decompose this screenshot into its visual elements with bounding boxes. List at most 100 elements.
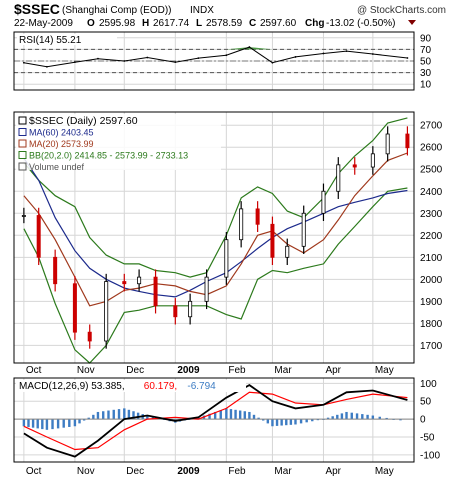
price-candle (36, 215, 41, 258)
macd-histogram-bar (266, 419, 270, 424)
date-tick-label: Nov (77, 365, 95, 376)
macd-histogram-bar (213, 411, 217, 420)
rsi-point (271, 61, 274, 64)
macd-panel: 100 50 0 -50 -100 MACD(12,26,9) 53.385, 60.179… (13, 377, 440, 463)
macd-histogram-bar (22, 419, 26, 427)
legend-entry: Volume undef (29, 162, 85, 172)
low-label: L (196, 18, 202, 29)
rsi-overbought-fill (249, 47, 273, 50)
date-tick-label: Oct (26, 466, 42, 477)
rsi-point (174, 61, 177, 64)
macd-histogram-bar (78, 419, 81, 424)
panel-frame (13, 377, 415, 463)
date-axis-bottom: Oct Nov Dec 2009 Feb Mar Apr May (26, 466, 394, 477)
macd-histogram-bar (31, 419, 35, 428)
macd-histogram-bar (73, 419, 77, 427)
macd-histogram-bar (316, 419, 320, 421)
legend-entry: BB(20,2.0) 2414.85 - 2573.99 - 2733.13 (29, 151, 188, 161)
macd-histogram-bar (45, 419, 49, 430)
price-candle (370, 153, 375, 168)
price-tick-label: 2200 (420, 231, 443, 242)
rsi-point (225, 54, 228, 57)
macd-histogram-bar (275, 419, 279, 426)
macd-histogram-bar (326, 417, 330, 420)
price-candle (321, 190, 326, 214)
date-tick-label: Mar (274, 466, 292, 477)
macd-histogram-bar (127, 409, 131, 420)
legend-swatch (18, 139, 27, 148)
macd-histogram-bar (294, 419, 297, 425)
macd-histogram-bar (280, 419, 283, 426)
macd-histogram-bar (355, 413, 359, 420)
macd-tick-label: 100 (420, 379, 437, 390)
price-candle (336, 164, 341, 192)
macd-histogram-bar (285, 419, 288, 426)
price-candle (122, 281, 127, 285)
macd-histogram-bar (243, 411, 246, 420)
macd-tick-label: 0 (420, 415, 426, 426)
macd-histogram-bar (378, 416, 381, 420)
open-label: O (87, 18, 95, 29)
chg-value: -13.02 (-0.50%) (326, 18, 395, 29)
panel-frame (13, 111, 415, 364)
price-tick-label: 1700 (420, 341, 443, 352)
macd-histogram-bar (87, 417, 90, 420)
legend-entry: MA(20) 2573.99 (29, 139, 94, 149)
high-label: H (142, 18, 149, 29)
bb-lower-line (23, 187, 408, 364)
macd-histogram-bar (102, 411, 105, 420)
macd-histogram-bar (117, 409, 121, 420)
exchange-label: INDX (190, 5, 214, 16)
bb-upper-line (23, 117, 408, 278)
macd-histogram-bar (271, 419, 274, 427)
date-tick-label: May (375, 466, 394, 477)
rsi-point (406, 57, 409, 59)
rsi-tick-label: 50 (420, 57, 432, 68)
price-candle (301, 212, 306, 247)
macd-histogram-bar (399, 419, 402, 421)
macd-histogram-bar (234, 409, 237, 420)
legend-entry: MA(60) 2403.45 (29, 128, 94, 138)
high-value: 2617.74 (153, 18, 190, 29)
macd-histogram-bar (107, 410, 110, 420)
macd-histogram-bar (311, 419, 314, 422)
macd-histogram-bar (257, 417, 260, 420)
price-candle (385, 133, 390, 155)
macd-histogram-bar (262, 419, 265, 421)
macd-histogram-bar (248, 411, 251, 420)
rsi-point (123, 60, 126, 62)
price-tick-label: 2000 (420, 275, 443, 286)
macd-histogram-bar (238, 410, 242, 420)
watermark: @ StockCharts.com (357, 5, 446, 16)
price-candle (405, 133, 410, 149)
macd-histogram-bar (68, 419, 71, 427)
macd-histogram-bar (62, 419, 65, 428)
price-tick-label: 2600 (420, 143, 443, 154)
rsi-point (248, 46, 251, 48)
macd-histogram-bar (27, 419, 30, 427)
rsi-tick-label: 90 (420, 33, 432, 44)
macd-histogram-bar (350, 412, 353, 420)
macd-legend-entry: MACD(12,26,9) 53.385, (19, 381, 125, 392)
rsi-point (371, 53, 374, 55)
rsi-point (146, 56, 149, 59)
macd-histogram-bar (56, 419, 60, 429)
low-value: 2578.59 (206, 18, 243, 29)
macd-histogram-bar (51, 419, 54, 430)
price-panel: 2700 2600 2500 2400 2300 2200 2100 2000 1900 1800… (13, 111, 443, 364)
price-candle (173, 305, 178, 318)
macd-legend: MACD(12,26,9) 53.385, 60.179, -6.794 (16, 380, 246, 392)
price-candle (270, 223, 275, 258)
chg-down-arrow-icon (408, 20, 416, 25)
price-legend-bg (16, 114, 221, 170)
price-candle (53, 256, 58, 285)
macd-histogram-bar (92, 414, 95, 420)
legend-swatch (18, 151, 27, 159)
macd-histogram-bar (252, 414, 256, 420)
date-tick-label: Dec (126, 466, 144, 477)
legend-swatch (18, 128, 27, 136)
rsi-tick-label: 70 (420, 45, 432, 56)
panel-frame (13, 31, 415, 91)
